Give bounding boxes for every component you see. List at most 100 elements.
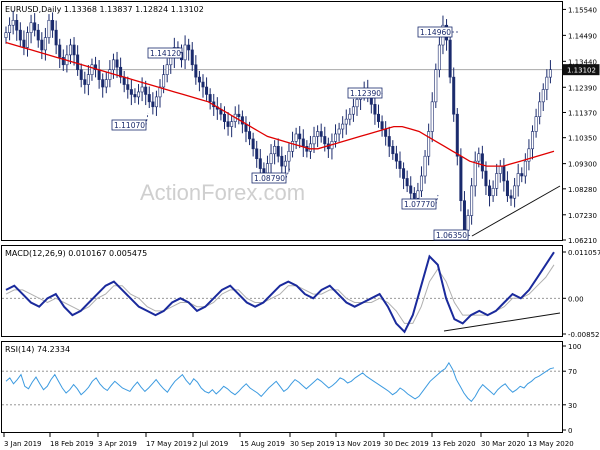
candle-body: [495, 173, 499, 189]
candle-body: [545, 76, 549, 90]
candle-body: [455, 113, 459, 157]
candle-body: [94, 64, 98, 71]
candle-body: [144, 86, 148, 95]
candle-body: [169, 57, 173, 66]
price-y-tick-label: 1.13440: [568, 58, 597, 66]
candle-body: [291, 141, 295, 152]
candle-body: [316, 131, 320, 137]
candle-body: [244, 123, 248, 132]
candle-body: [412, 192, 416, 199]
candle-body: [11, 19, 15, 26]
price-y-tick-label: 1.14490: [568, 32, 597, 40]
candle-body: [58, 44, 62, 58]
candle-body: [68, 44, 72, 56]
macd-main-line: [5, 251, 555, 334]
candle-body: [319, 131, 323, 137]
candle-body: [491, 188, 495, 197]
candle-body: [513, 185, 517, 199]
candle-body: [273, 146, 277, 155]
candle-body: [197, 76, 201, 83]
candle-body: [323, 136, 327, 145]
moving-average-line: [5, 41, 555, 167]
macd-signal-line: [5, 264, 555, 324]
candle-body: [298, 133, 302, 140]
candle-body: [43, 37, 47, 51]
price-panel-frame: [1, 1, 563, 241]
candle-body: [25, 32, 29, 48]
candle-body: [527, 148, 531, 162]
candle-body: [437, 44, 441, 71]
candle-body: [194, 64, 198, 78]
candle-body: [101, 79, 105, 88]
rsi-y-tick-label: 0: [568, 427, 572, 435]
candle-body: [265, 163, 269, 174]
candle-body: [154, 96, 158, 108]
candle-body: [36, 29, 40, 41]
candle-body: [398, 160, 402, 169]
annotation-label: 1.12390: [350, 89, 381, 98]
candle-body: [452, 76, 456, 115]
candle-body: [541, 89, 545, 103]
price-y-tick-label: 1.07230: [568, 212, 597, 220]
rsi-header-label: RSI(14) 74.2334: [5, 345, 70, 354]
candle-body: [22, 39, 26, 48]
x-tick-label: 15 Aug 2019: [240, 440, 285, 448]
candle-body: [301, 138, 305, 147]
x-tick-label: 2 Jul 2019: [193, 440, 228, 448]
candle-body: [312, 136, 316, 145]
candle-body: [248, 131, 252, 140]
candle-body: [97, 69, 101, 80]
candle-body: [484, 170, 488, 187]
macd-layer: 0.011057 0.00 -0.008525: [2, 249, 600, 339]
macd-trendline: [443, 312, 561, 332]
annotation-label: 1.07770: [404, 200, 435, 209]
axis-layer: 3 Jan 2019 18 Feb 2019 3 Apr 2019 17 May 20…: [3, 433, 574, 448]
price-y-tick-label: 1.15540: [568, 6, 597, 14]
price-y-tick-label: 1.11370: [568, 109, 597, 117]
annotation-leader: [467, 234, 473, 237]
candle-body: [33, 22, 37, 31]
candle-body: [516, 173, 520, 187]
candle-body: [488, 185, 492, 197]
candle-body: [140, 86, 144, 93]
macd-y-tick-label: 0.011057: [568, 249, 600, 257]
candle-body: [480, 153, 484, 172]
x-tick-label: 13 Feb 2020: [432, 440, 476, 448]
price-y-tick-label: 1.12390: [568, 84, 597, 92]
candle-body: [90, 64, 94, 75]
annotation-label: 1.14120: [150, 49, 181, 58]
rsi-panel-frame: [1, 341, 563, 433]
candle-body: [47, 19, 51, 38]
candle-body: [190, 49, 194, 66]
annotation-leader: [145, 112, 149, 126]
candle-body: [115, 59, 119, 68]
x-tick-label: 3 Apr 2019: [98, 440, 137, 448]
x-tick-label: 30 Sep 2019: [290, 440, 334, 448]
candle-body: [4, 32, 8, 38]
candle-body: [83, 79, 87, 85]
candle-body: [222, 113, 226, 122]
candle-body: [308, 143, 312, 152]
candle-body: [427, 131, 431, 157]
candle-body: [534, 116, 538, 132]
candle-body: [283, 160, 287, 167]
annotation-label: 1.14960: [420, 28, 451, 37]
candle-body: [129, 89, 133, 95]
candle-body: [61, 57, 65, 66]
candle-body: [76, 54, 80, 71]
watermark: ActionForex.com: [140, 180, 305, 205]
candle-body: [520, 173, 524, 177]
candle-body: [205, 86, 209, 95]
candle-body: [434, 69, 438, 103]
candle-body: [430, 101, 434, 132]
candle-body: [51, 19, 55, 31]
candle-body: [387, 136, 391, 147]
candle-body: [258, 158, 262, 169]
candle-body: [294, 133, 298, 142]
candle-body: [373, 104, 377, 115]
annotation-leader: [435, 194, 439, 205]
candle-body: [419, 175, 423, 192]
current-price-label: 1.13102: [567, 67, 596, 75]
candle-body: [165, 64, 169, 75]
